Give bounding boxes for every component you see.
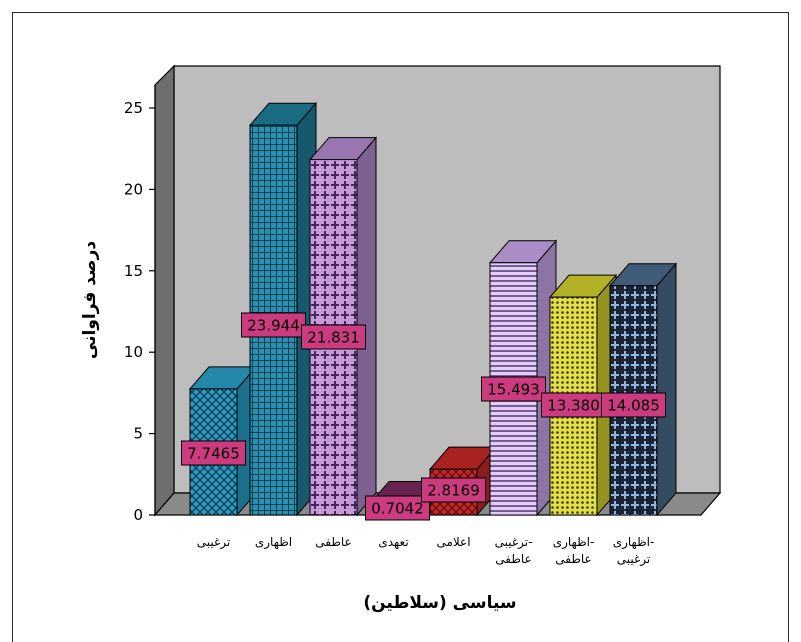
data-label-box (241, 312, 306, 338)
data-label-4: 2.8169 (421, 477, 486, 503)
x-axis-title: سیاسی (سلاطین) (363, 593, 516, 613)
data-label-text: 14.085 (607, 397, 660, 415)
data-label-box (421, 477, 486, 503)
category-label: ترغیبی- (495, 535, 533, 550)
data-label-text: 23.944 (247, 317, 300, 335)
chart-frame (12, 12, 789, 642)
data-label-text: 0.7042 (371, 500, 424, 518)
category-label: عاطفی (495, 552, 531, 566)
data-label-box (181, 440, 246, 466)
category-label: اظهاری- (553, 535, 595, 550)
y-axis-ticks: 0 5 10 15 20 25 (124, 99, 155, 524)
data-label-text: 13.380 (547, 397, 600, 415)
category-label: عاطفی (315, 535, 351, 549)
data-label-6: 13.380 (541, 392, 606, 418)
data-label-box (601, 392, 666, 418)
y-tick-label: 15 (124, 262, 143, 280)
data-label-text: 7.7465 (187, 445, 240, 463)
bar-side (656, 262, 677, 517)
bar-1 (248, 101, 318, 517)
category-label: ترغیبی (617, 552, 650, 567)
data-label-text: 15.493 (487, 381, 540, 399)
y-tick-label: 0 (133, 506, 143, 524)
data-label-box (301, 324, 366, 350)
category-label: اظهاری (255, 535, 292, 550)
y-tick-label: 10 (124, 343, 143, 361)
data-label-text: 2.8169 (427, 482, 480, 500)
data-label-7: 14.085 (601, 392, 666, 418)
category-label: ترغیبی (197, 535, 230, 550)
category-label: عاطفی (555, 552, 591, 566)
category-label: اعلامی (436, 535, 470, 549)
data-label-5: 15.493 (481, 376, 546, 402)
y-tick-label: 25 (124, 99, 143, 117)
data-label-3: 0.7042 (365, 495, 430, 521)
y-axis-title: درصد فراوانی (80, 241, 100, 359)
data-label-2: 21.831 (301, 324, 366, 350)
data-label-box (481, 376, 546, 402)
category-label: تعهدی (378, 535, 408, 549)
data-label-0: 7.7465 (181, 440, 246, 466)
y-tick-label: 5 (133, 425, 143, 443)
category-label: اظهاری- (613, 535, 655, 550)
data-label-1: 23.944 (241, 312, 306, 338)
data-label-text: 21.831 (307, 329, 360, 347)
side-wall (154, 64, 175, 517)
bar-7 (608, 262, 678, 517)
x-axis-category-labels: ترغیبی اظهاری عاطفی تعهدی اعلامی ترغیبی- عاطفی… (197, 535, 655, 567)
data-label-box (365, 495, 430, 521)
y-tick-label: 20 (124, 180, 143, 198)
